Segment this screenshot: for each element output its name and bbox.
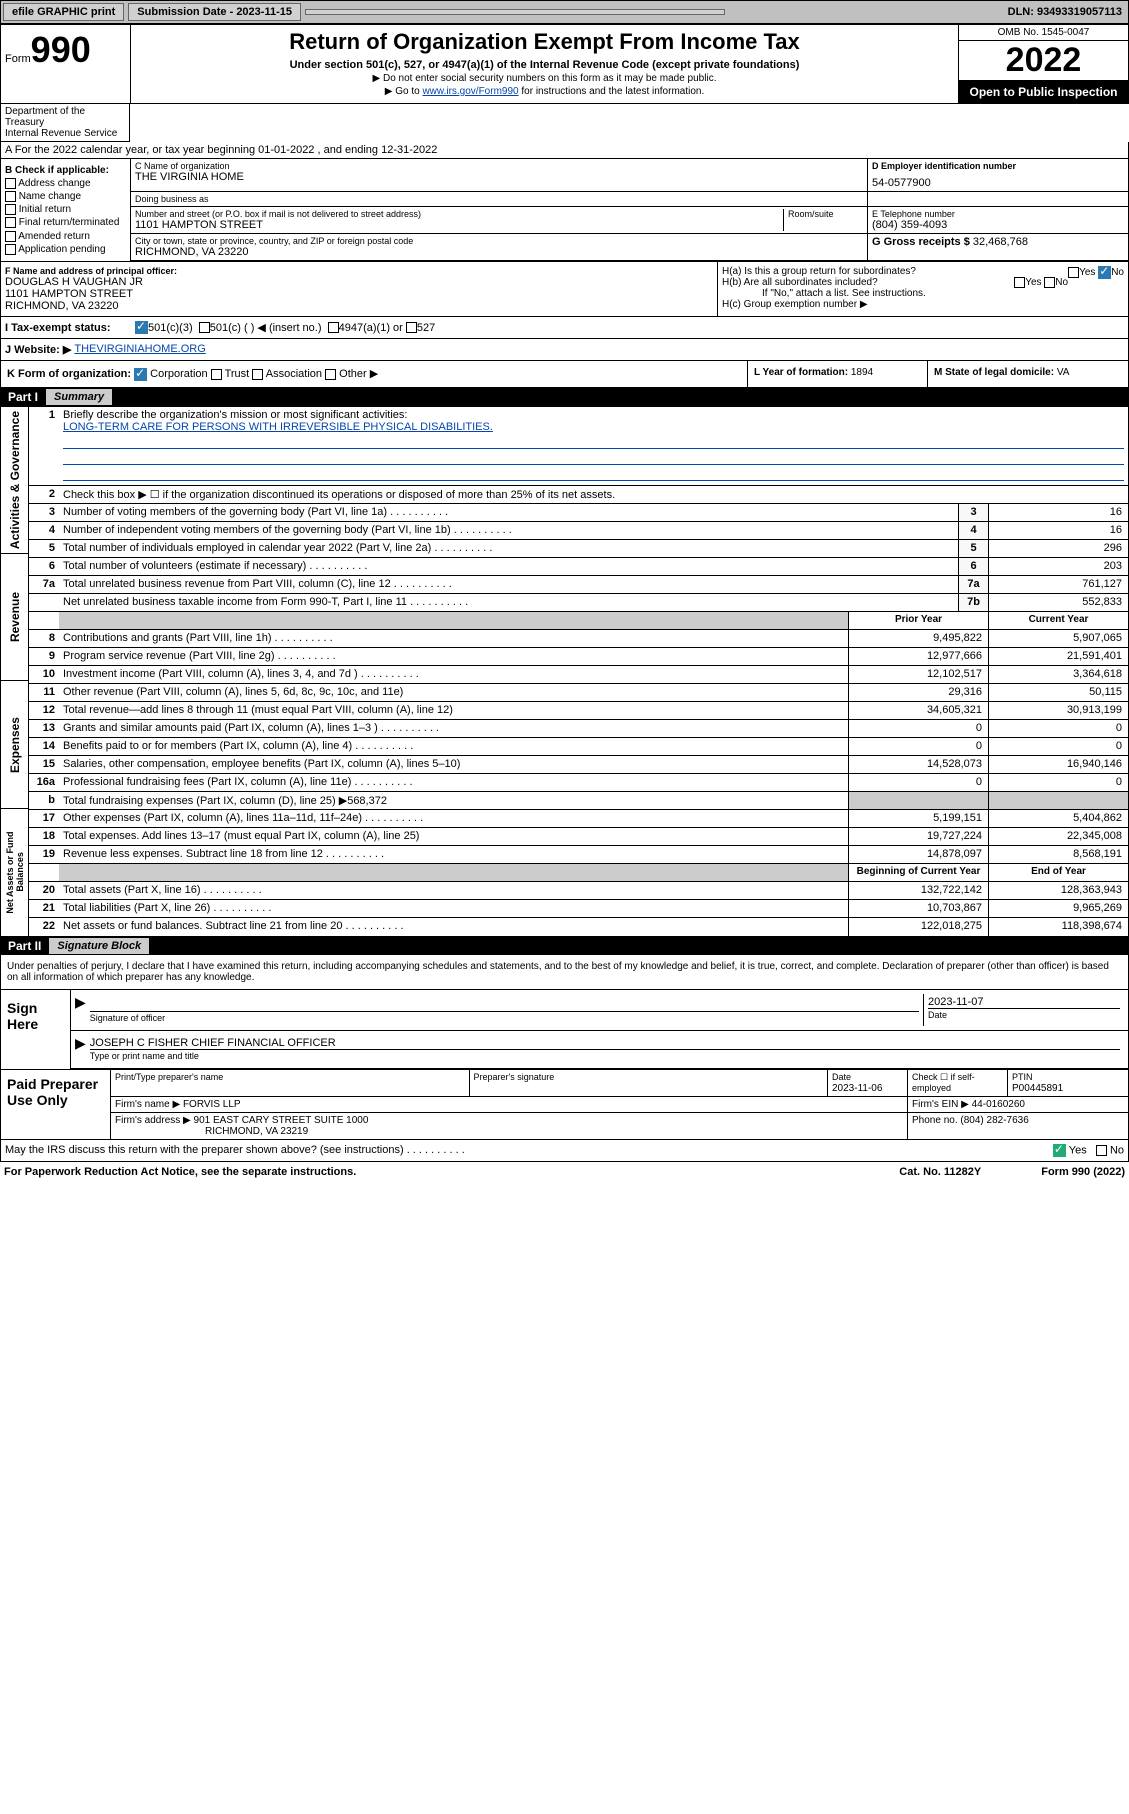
form-id-box: Form990 <box>1 25 131 103</box>
row-klm: K Form of organization: Corporation Trus… <box>0 361 1129 388</box>
vert-exp: Expenses <box>6 713 24 777</box>
vert-net: Net Assets or Fund Balances <box>3 809 27 936</box>
bottom-row: For Paperwork Reduction Act Notice, see … <box>0 1162 1129 1182</box>
room-lbl: Room/suite <box>788 209 863 219</box>
k-corp-chk[interactable] <box>134 368 147 381</box>
discuss-row: May the IRS discuss this return with the… <box>0 1140 1129 1162</box>
f-addr: 1101 HAMPTON STREET <box>5 288 713 300</box>
subtitle: Under section 501(c), 527, or 4947(a)(1)… <box>135 59 954 71</box>
col-h: H(a) Is this a group return for subordin… <box>718 262 1128 316</box>
discuss-no-chk[interactable] <box>1096 1145 1107 1156</box>
vert-gov: Activities & Governance <box>6 407 24 553</box>
ha-no-chk[interactable] <box>1098 266 1111 279</box>
col-b: B Check if applicable: Address change Na… <box>1 159 131 261</box>
c-name: THE VIRGINIA HOME <box>135 171 863 183</box>
city: RICHMOND, VA 23220 <box>135 246 863 258</box>
blank-btn[interactable] <box>305 9 725 15</box>
dept: Department of the Treasury Internal Reve… <box>0 104 130 142</box>
firm-name: FORVIS LLP <box>183 1099 241 1110</box>
summary-body: 1Briefly describe the organization's mis… <box>29 407 1128 936</box>
header: Form990 Return of Organization Exempt Fr… <box>0 24 1129 104</box>
chk-initial[interactable] <box>5 204 16 215</box>
section-a: A For the 2022 calendar year, or tax yea… <box>0 142 1129 159</box>
g-lbl: G Gross receipts $ <box>872 236 970 248</box>
arrow-icon: ▶ <box>75 1035 86 1064</box>
d-val: 54-0577900 <box>872 171 1124 189</box>
k-other-chk[interactable] <box>325 369 336 380</box>
i-501c-chk[interactable] <box>199 322 210 333</box>
hc-lbl: H(c) Group exemption number ▶ <box>722 299 1124 310</box>
page-title: Return of Organization Exempt From Incom… <box>135 29 954 55</box>
i-501c3-chk[interactable] <box>135 321 148 334</box>
form-word: Form <box>5 53 31 65</box>
chk-pending[interactable] <box>5 244 16 255</box>
row-i: I Tax-exempt status: 501(c)(3) 501(c) ( … <box>0 317 1129 339</box>
chk-final[interactable] <box>5 217 16 228</box>
block-bc: B Check if applicable: Address change Na… <box>0 159 1129 262</box>
f-lbl: F Name and address of principal officer: <box>5 266 713 276</box>
e-val: (804) 359-4093 <box>872 219 1124 231</box>
mission[interactable]: LONG-TERM CARE FOR PERSONS WITH IRREVERS… <box>63 421 493 433</box>
hb-yes-chk[interactable] <box>1014 277 1025 288</box>
chk-name[interactable] <box>5 191 16 202</box>
sign-here: Sign Here <box>1 990 71 1069</box>
ha-lbl: H(a) Is this a group return for subordin… <box>722 266 916 277</box>
tax-year: 2022 <box>959 41 1128 81</box>
instr2: ▶ Go to www.irs.gov/Form990 for instruct… <box>135 86 954 97</box>
i-527-chk[interactable] <box>406 322 417 333</box>
col-k: K Form of organization: Corporation Trus… <box>1 361 748 387</box>
hb-note: If "No," attach a list. See instructions… <box>722 288 1124 299</box>
summary-vert: Activities & Governance Revenue Expenses… <box>1 407 29 936</box>
c-name-lbl: C Name of organization <box>135 161 863 171</box>
paid-title: Paid Preparer Use Only <box>1 1070 111 1139</box>
ha-yes-chk[interactable] <box>1068 267 1079 278</box>
col-cde: C Name of organization THE VIRGINIA HOME… <box>131 159 1128 261</box>
dln: DLN: 93493319057113 <box>1008 6 1128 18</box>
i-4947-chk[interactable] <box>328 322 339 333</box>
penalty: Under penalties of perjury, I declare th… <box>0 955 1129 990</box>
b-hdr: B Check if applicable: <box>5 165 126 176</box>
city-lbl: City or town, state or province, country… <box>135 236 863 246</box>
efile-btn[interactable]: efile GRAPHIC print <box>3 3 124 21</box>
topbar: efile GRAPHIC print Submission Date - 20… <box>0 0 1129 24</box>
irs-link[interactable]: www.irs.gov/Form990 <box>422 86 518 97</box>
discuss-yes-chk[interactable] <box>1053 1144 1066 1157</box>
f-name: DOUGLAS H VAUGHAN JR <box>5 276 713 288</box>
hb-lbl: H(b) Are all subordinates included? <box>722 277 878 288</box>
chk-amended[interactable] <box>5 231 16 242</box>
col-m: M State of legal domicile: VA <box>928 361 1128 387</box>
dba-lbl: Doing business as <box>135 194 863 204</box>
k-assoc-chk[interactable] <box>252 369 263 380</box>
chk-address[interactable] <box>5 178 16 189</box>
paid-block: Paid Preparer Use Only Print/Type prepar… <box>0 1070 1129 1140</box>
g-val: 32,468,768 <box>973 236 1028 248</box>
instr1: ▶ Do not enter social security numbers o… <box>135 73 954 84</box>
addr-lbl: Number and street (or P.O. box if mail i… <box>135 209 783 219</box>
row-j: J Website: ▶ THEVIRGINIAHOME.ORG <box>0 339 1129 361</box>
arrow-icon: ▶ <box>75 994 86 1026</box>
k-trust-chk[interactable] <box>211 369 222 380</box>
part1-hdr: Part I Summary <box>0 388 1129 406</box>
vert-rev: Revenue <box>6 588 24 646</box>
d-lbl: D Employer identification number <box>872 161 1124 171</box>
submission-btn[interactable]: Submission Date - 2023-11-15 <box>128 3 301 21</box>
form-number: 990 <box>31 29 91 70</box>
addr: 1101 HAMPTON STREET <box>135 219 783 231</box>
omb: OMB No. 1545-0047 <box>959 25 1128 41</box>
col-f: F Name and address of principal officer:… <box>1 262 718 316</box>
open-public: Open to Public Inspection <box>959 81 1128 103</box>
col-l: L Year of formation: 1894 <box>748 361 928 387</box>
part2-hdr: Part II Signature Block <box>0 937 1129 955</box>
f-city: RICHMOND, VA 23220 <box>5 300 713 312</box>
header-right: OMB No. 1545-0047 2022 Open to Public In… <box>958 25 1128 103</box>
summary: Activities & Governance Revenue Expenses… <box>0 406 1129 937</box>
row-fh: F Name and address of principal officer:… <box>0 262 1129 317</box>
sign-block: Sign Here ▶ Signature of officer 2023-11… <box>0 990 1129 1070</box>
website-link[interactable]: THEVIRGINIAHOME.ORG <box>74 343 205 356</box>
signer-name: JOSEPH C FISHER CHIEF FINANCIAL OFFICER <box>90 1037 1120 1050</box>
header-mid: Return of Organization Exempt From Incom… <box>131 25 958 103</box>
e-lbl: E Telephone number <box>872 209 1124 219</box>
hb-no-chk[interactable] <box>1044 277 1055 288</box>
